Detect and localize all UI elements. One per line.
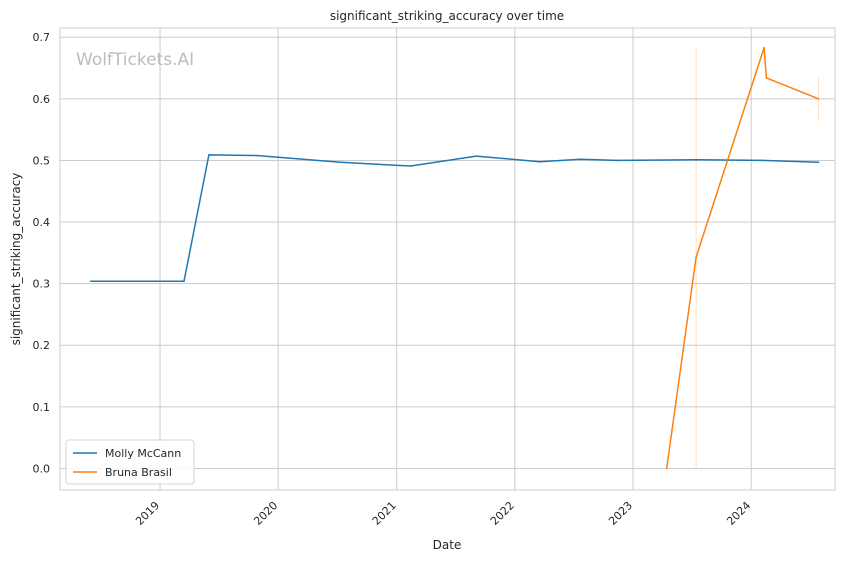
y-tick-label: 0.6 [33, 93, 51, 106]
y-tick-label: 0.7 [33, 31, 51, 44]
legend: Molly McCann Bruna Brasil [65, 439, 195, 485]
series-lines [89, 46, 820, 470]
y-tick-label: 0.0 [33, 462, 51, 475]
data-point [255, 154, 258, 157]
grid-lines [60, 28, 835, 490]
data-point [409, 165, 412, 167]
y-tick-label: 0.1 [33, 401, 51, 414]
y-tick-label: 0.3 [33, 278, 51, 291]
legend-box [65, 439, 195, 485]
data-point [208, 154, 210, 156]
x-axis-label: Date [433, 538, 462, 552]
data-point [763, 46, 765, 49]
legend-label-bruna-brasil: Bruna Brasil [105, 466, 172, 479]
data-point [579, 158, 582, 161]
y-axis-label: significant_striking_accuracy [9, 173, 23, 346]
y-tick-label: 0.2 [33, 339, 51, 352]
legend-label-molly-mccann: Molly McCann [105, 447, 181, 460]
data-point [616, 159, 618, 162]
data-point [89, 280, 92, 282]
data-point [765, 77, 768, 79]
data-point [183, 280, 185, 282]
data-point [538, 160, 541, 163]
data-point [817, 98, 820, 100]
watermark: WolfTickets.AI [76, 50, 194, 70]
data-point [695, 256, 697, 258]
y-tick-label: 0.4 [33, 216, 51, 229]
data-point [475, 155, 478, 157]
data-point [697, 159, 700, 161]
data-point [339, 161, 342, 164]
y-tick-labels: 0.0 0.1 0.2 0.3 0.4 0.5 0.6 0.7 [33, 31, 51, 475]
y-tick-label: 0.5 [33, 154, 51, 167]
data-point [761, 159, 763, 162]
plot-frame [59, 27, 836, 491]
chart-title: significant_striking_accuracy over time [330, 9, 564, 23]
data-point [665, 467, 668, 470]
data-point [817, 161, 820, 164]
